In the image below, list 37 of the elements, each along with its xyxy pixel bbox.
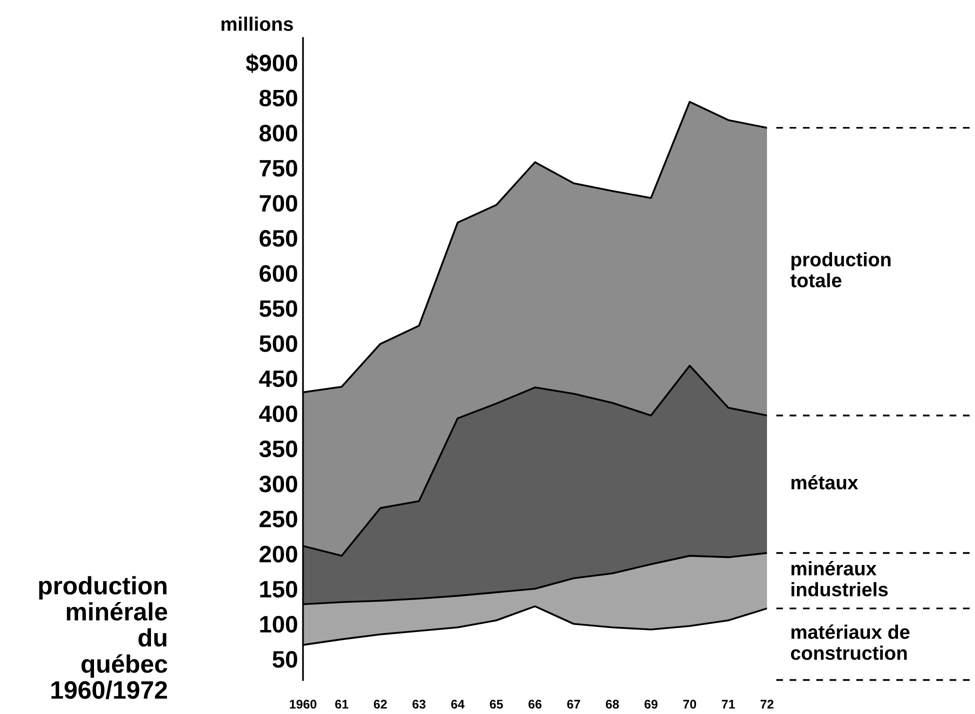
x-tick-label: 67 <box>567 700 580 709</box>
x-tick-label: 70 <box>683 700 696 709</box>
y-axis-title: millions <box>222 16 293 31</box>
y-tick-label: 650 <box>260 230 298 247</box>
series-label: production totale <box>790 252 891 288</box>
y-tick-label: 800 <box>260 124 298 142</box>
y-tick-label: 250 <box>260 510 298 528</box>
x-tick-label: 68 <box>606 700 619 709</box>
x-tick-label: 66 <box>528 700 542 709</box>
y-tick-label: 50 <box>272 651 298 668</box>
y-tick-label: 600 <box>260 265 298 282</box>
x-tick-label: 69 <box>644 700 658 709</box>
y-tick-label: 450 <box>259 370 298 388</box>
y-tick-label: 150 <box>260 580 298 598</box>
series-label: matériaux de construction <box>790 624 910 660</box>
y-tick-label: 500 <box>259 335 298 352</box>
y-tick-label: 850 <box>260 90 298 106</box>
series-label: minéraux industriels <box>791 561 888 596</box>
y-tick-label: 550 <box>259 300 298 317</box>
series-label: métaux <box>791 475 858 490</box>
y-tick-label: 400 <box>259 405 298 422</box>
y-tick-label: 750 <box>260 160 298 177</box>
x-tick-label: 72 <box>760 700 774 709</box>
x-tick-label: 61 <box>335 700 348 709</box>
y-tick-label: 100 <box>260 616 298 633</box>
x-tick-label: 62 <box>374 700 387 709</box>
x-tick-label: 71 <box>722 700 735 709</box>
x-tick-label: 1960 <box>290 700 316 709</box>
x-tick-label: 63 <box>412 700 426 709</box>
x-tick-label: 64 <box>451 700 465 709</box>
x-tick-label: 65 <box>490 700 503 709</box>
y-tick-label: 700 <box>260 194 298 212</box>
y-tick-label: 350 <box>259 440 298 458</box>
y-tick-label: $900 <box>246 54 298 73</box>
text: production minérale du québec 1960/1972 <box>39 576 168 700</box>
y-tick-label: 300 <box>259 476 298 492</box>
y-tick-label: 200 <box>260 546 298 562</box>
